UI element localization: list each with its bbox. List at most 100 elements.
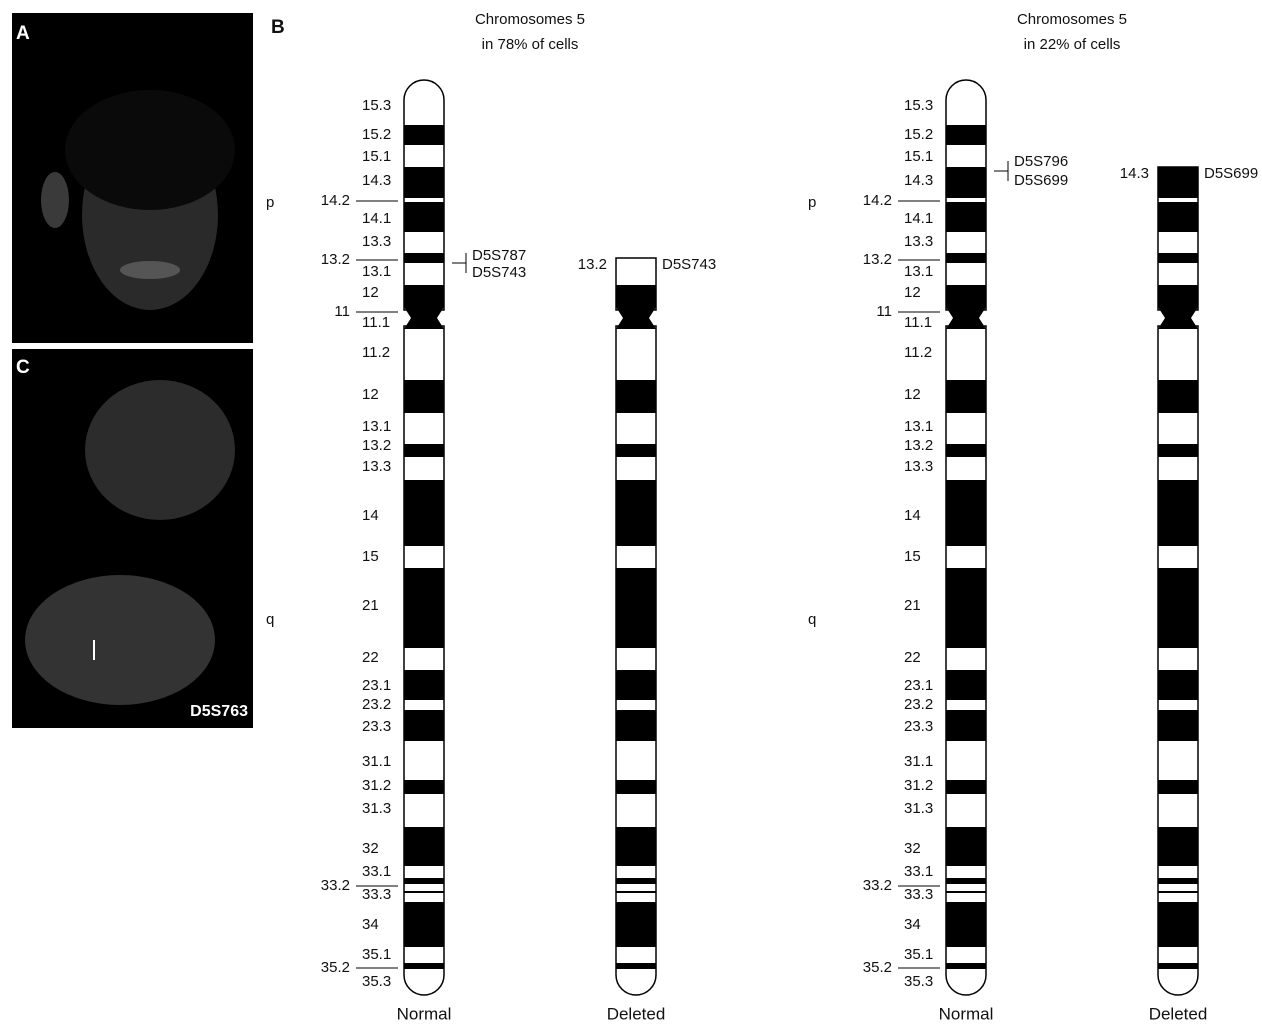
mouth xyxy=(120,261,180,279)
band xyxy=(616,480,656,546)
band xyxy=(946,878,986,884)
band-label: 31.3 xyxy=(362,800,391,817)
band-label: 31.2 xyxy=(904,777,933,794)
panel-label: B xyxy=(271,17,285,38)
band-label: 31.1 xyxy=(904,753,933,770)
band-label: 15 xyxy=(904,548,921,565)
panel-label: C xyxy=(16,357,30,378)
band xyxy=(404,710,444,741)
breakpoint-label: 14.3 xyxy=(1120,165,1149,182)
boundary-label: 35.2 xyxy=(321,959,350,976)
band-label: 13.1 xyxy=(362,263,391,280)
band xyxy=(404,568,444,648)
q-arm xyxy=(1158,326,1198,995)
centromere xyxy=(404,307,444,329)
band-label: 22 xyxy=(904,649,921,666)
band xyxy=(616,780,656,794)
band xyxy=(404,827,444,866)
band-label: 22 xyxy=(362,649,379,666)
band xyxy=(946,167,986,198)
band xyxy=(616,670,656,700)
band-label: 13.3 xyxy=(362,458,391,475)
band xyxy=(1158,444,1198,457)
metaphase-2 xyxy=(25,575,215,705)
band-label: 11.2 xyxy=(904,344,932,361)
band xyxy=(946,285,986,307)
band xyxy=(404,480,444,546)
q-arm xyxy=(616,326,656,995)
band-label: 23.2 xyxy=(362,696,391,713)
band-label: 12 xyxy=(904,386,921,403)
band xyxy=(616,568,656,648)
arm-label: q xyxy=(266,611,274,628)
caption: Normal xyxy=(397,1004,452,1023)
marker: D5S743 xyxy=(662,256,716,273)
band-label: 23.3 xyxy=(362,718,391,735)
band-label: 15.3 xyxy=(904,97,933,114)
band xyxy=(946,827,986,866)
band-label: 33.3 xyxy=(904,886,933,903)
boundary-label: 13.2 xyxy=(321,251,350,268)
boundary-label: 11 xyxy=(876,303,892,320)
marker: D5S699 xyxy=(1204,165,1258,182)
band-label: 13.2 xyxy=(904,437,933,454)
band-label: 11.1 xyxy=(904,314,932,331)
band-label: 34 xyxy=(362,916,379,933)
band xyxy=(946,670,986,700)
band xyxy=(1158,878,1198,884)
breakpoint-label: 13.2 xyxy=(578,256,607,273)
marker: D5S787 xyxy=(472,247,526,264)
band xyxy=(1158,568,1198,648)
band-label: 15.2 xyxy=(904,126,933,143)
band-label: 12 xyxy=(362,284,379,301)
band-label: 33.1 xyxy=(904,863,933,880)
band xyxy=(404,780,444,794)
band-label: 15.3 xyxy=(362,97,391,114)
band-label: 11.2 xyxy=(362,344,390,361)
band xyxy=(1158,285,1198,307)
band xyxy=(616,963,656,969)
marker: D5S699 xyxy=(1014,172,1068,189)
band xyxy=(404,202,444,232)
q-arm xyxy=(946,326,986,995)
boundary-label: 33.2 xyxy=(321,877,350,894)
band xyxy=(404,253,444,263)
boundary-label: 11 xyxy=(334,303,350,320)
band-label: 35.1 xyxy=(362,946,391,963)
band-label: 13.3 xyxy=(362,233,391,250)
band xyxy=(616,827,656,866)
band-label: 23.2 xyxy=(904,696,933,713)
band-label: 12 xyxy=(904,284,921,301)
band xyxy=(616,380,656,413)
band xyxy=(1158,963,1198,969)
band-label: 21 xyxy=(362,597,379,614)
band xyxy=(946,710,986,741)
metaphase-1 xyxy=(85,380,235,520)
band xyxy=(616,710,656,741)
centromere xyxy=(1158,307,1198,329)
centromere xyxy=(616,307,656,329)
marker: D5S743 xyxy=(472,264,526,281)
band xyxy=(1158,902,1198,947)
band xyxy=(946,480,986,546)
title: Chromosomes 5 xyxy=(475,11,585,28)
band xyxy=(404,125,444,145)
band-label: 14.1 xyxy=(362,210,391,227)
q-arm xyxy=(404,326,444,995)
band-label: 23.3 xyxy=(904,718,933,735)
band-label: 31.3 xyxy=(904,800,933,817)
band-label: 13.1 xyxy=(362,418,391,435)
band xyxy=(946,902,986,947)
band xyxy=(946,780,986,794)
band xyxy=(1158,780,1198,794)
band xyxy=(404,878,444,884)
band-label: 21 xyxy=(904,597,921,614)
band xyxy=(1158,891,1198,893)
band-label: 35.3 xyxy=(904,973,933,990)
band-label: 13.3 xyxy=(904,233,933,250)
band-label: 33.3 xyxy=(362,886,391,903)
caption: Deleted xyxy=(607,1004,666,1023)
band xyxy=(404,902,444,947)
ear xyxy=(41,172,69,228)
title: in 22% of cells xyxy=(1024,36,1121,53)
